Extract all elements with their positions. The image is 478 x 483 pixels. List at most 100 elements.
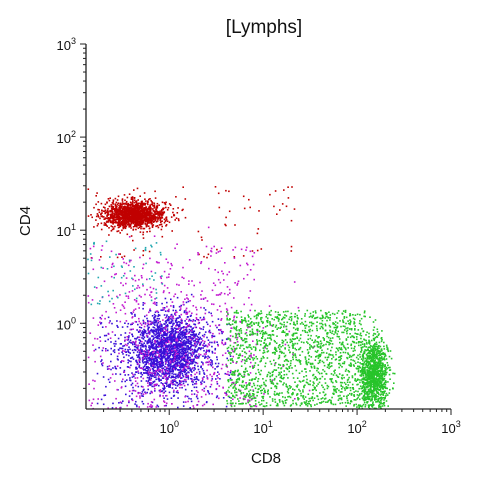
scatter-point <box>95 215 98 218</box>
scatter-point <box>173 358 176 360</box>
scatter-point <box>173 389 175 392</box>
scatter-point <box>186 313 188 315</box>
scatter-point <box>139 195 141 197</box>
scatter-point <box>166 334 168 336</box>
scatter-point <box>133 345 136 348</box>
scatter-point <box>146 202 149 204</box>
scatter-point <box>124 322 126 324</box>
scatter-point <box>144 368 146 371</box>
scatter-point <box>185 353 187 355</box>
scatter-point <box>249 326 251 328</box>
scatter-point <box>109 197 111 199</box>
scatter-point <box>274 190 277 192</box>
scatter-points <box>87 186 396 410</box>
scatter-point <box>119 343 122 345</box>
scatter-point <box>151 220 154 222</box>
scatter-point <box>182 405 185 407</box>
scatter-point <box>255 405 258 408</box>
scatter-point <box>156 372 158 374</box>
scatter-point <box>131 215 134 217</box>
scatter-point <box>161 390 164 392</box>
scatter-point <box>136 356 139 358</box>
scatter-point <box>180 331 183 334</box>
scatter-point <box>129 207 131 210</box>
scatter-point <box>210 250 212 252</box>
scatter-point <box>130 218 133 220</box>
scatter-point <box>161 334 163 337</box>
scatter-point <box>110 275 113 278</box>
scatter-point <box>146 214 148 216</box>
scatter-point <box>211 361 213 364</box>
scatter-point <box>165 322 168 324</box>
scatter-point <box>148 384 151 386</box>
scatter-point <box>127 295 130 298</box>
scatter-point <box>248 350 251 353</box>
scatter-point <box>159 332 162 334</box>
scatter-point <box>229 292 231 294</box>
scatter-point <box>97 324 100 326</box>
scatter-point <box>207 355 209 358</box>
scatter-point <box>189 300 191 302</box>
scatter-point <box>99 321 101 324</box>
scatter-point <box>138 320 140 323</box>
scatter-point <box>129 217 132 220</box>
scatter-point <box>129 213 131 215</box>
scatter-point <box>118 212 121 215</box>
scatter-point <box>176 361 179 364</box>
scatter-point <box>116 295 118 298</box>
scatter-point <box>106 211 109 213</box>
scatter-point <box>124 340 126 342</box>
scatter-point <box>217 294 220 296</box>
scatter-point <box>109 320 111 322</box>
scatter-point <box>108 213 110 216</box>
scatter-point <box>173 343 175 346</box>
scatter-point <box>169 268 172 270</box>
scatter-point <box>190 361 193 363</box>
scatter-point <box>163 270 166 273</box>
scatter-point <box>174 351 176 354</box>
scatter-point <box>136 212 139 214</box>
scatter-point <box>162 367 165 369</box>
scatter-point <box>141 360 144 363</box>
scatter-point <box>168 355 170 357</box>
scatter-point <box>179 382 181 385</box>
scatter-point <box>137 355 140 357</box>
scatter-point <box>223 279 225 281</box>
scatter-point <box>162 307 164 309</box>
scatter-point <box>166 209 169 211</box>
scatter-point <box>176 385 179 387</box>
scatter-point <box>178 305 181 308</box>
scatter-point <box>156 404 159 407</box>
scatter-point <box>123 261 125 264</box>
scatter-point <box>129 220 132 223</box>
scatter-point <box>216 248 218 251</box>
scatter-point <box>143 211 146 213</box>
scatter-point <box>168 273 170 276</box>
scatter-point <box>127 212 130 215</box>
scatter-point <box>167 317 170 320</box>
scatter-point <box>124 202 126 205</box>
scatter-point <box>234 383 237 386</box>
scatter-point <box>101 359 103 361</box>
scatter-point <box>155 333 157 335</box>
scatter-point <box>137 392 139 395</box>
scatter-point <box>170 341 173 344</box>
scatter-point <box>149 337 151 340</box>
scatter-point <box>232 249 234 251</box>
scatter-point <box>156 336 159 338</box>
scatter-point <box>197 365 199 368</box>
scatter-point <box>216 358 218 361</box>
scatter-point <box>162 291 165 294</box>
scatter-point <box>190 354 192 356</box>
scatter-point <box>154 219 157 222</box>
scatter-point <box>157 361 159 364</box>
scatter-point <box>128 351 130 354</box>
scatter-point <box>211 378 214 380</box>
scatter-point <box>153 398 156 401</box>
scatter-point <box>130 196 133 199</box>
scatter-point <box>139 340 142 343</box>
scatter-point <box>114 273 116 276</box>
scatter-point <box>153 214 156 217</box>
scatter-point <box>216 383 219 385</box>
scatter-point <box>206 401 208 403</box>
